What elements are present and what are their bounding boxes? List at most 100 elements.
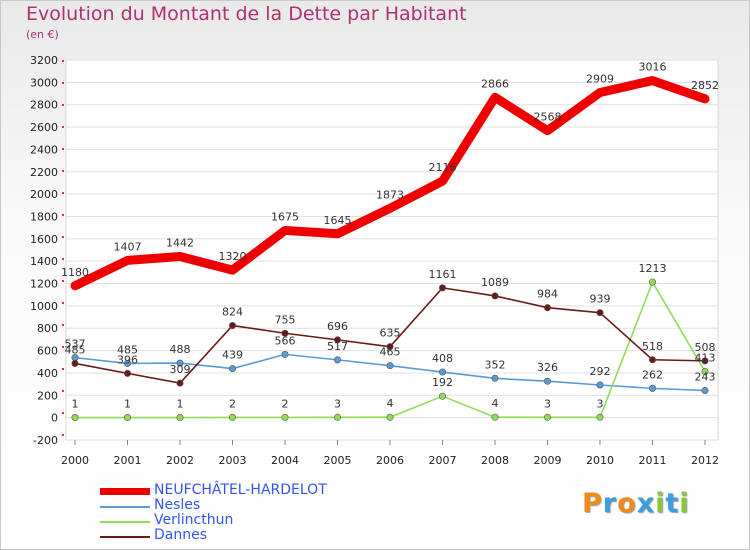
data-label-nesles: 439	[222, 349, 243, 362]
legend: NEUFCHÂTEL-HARDELOT Nesles Verlincthun D…	[100, 482, 420, 544]
data-label-dannes: 309	[170, 363, 191, 376]
y-tick-label: 3200	[30, 54, 58, 67]
y-tick-label: 2600	[30, 121, 58, 134]
x-tick-label: 2010	[586, 454, 614, 467]
data-point-nesles	[596, 381, 604, 389]
y-tick-label: 1800	[30, 210, 58, 223]
data-label-dannes: 696	[327, 320, 348, 333]
data-label-nesles: 243	[695, 370, 716, 383]
data-point-verlincthun	[124, 414, 132, 422]
data-label-verlincthun: 1	[177, 398, 184, 411]
data-label-nesles: 326	[537, 361, 558, 374]
data-point-dannes	[71, 359, 79, 367]
data-label-dannes: 984	[537, 288, 558, 301]
data-point-verlincthun	[491, 413, 499, 421]
data-point-neufchatel	[491, 93, 499, 102]
data-point-dannes	[596, 309, 604, 317]
legend-swatch-neufchatel	[100, 488, 150, 495]
data-label-dannes: 939	[590, 293, 611, 306]
x-tick-label: 2007	[429, 454, 457, 467]
data-point-nesles	[648, 384, 656, 392]
legend-label-neufchatel: NEUFCHÂTEL-HARDELOT	[154, 482, 327, 498]
x-tick-label: 2002	[166, 454, 194, 467]
data-point-nesles	[229, 365, 237, 373]
data-label-dannes: 1161	[429, 268, 457, 281]
data-label-nesles: 485	[117, 343, 138, 356]
data-point-dannes	[648, 356, 656, 364]
data-label-verlincthun: 3	[544, 397, 551, 410]
data-label-nesles: 262	[642, 368, 663, 381]
y-tick-label: -200	[33, 434, 58, 447]
x-tick-label: 2003	[219, 454, 247, 467]
data-label-nesles: 352	[485, 358, 506, 371]
x-tick-label: 2011	[639, 454, 667, 467]
data-label-nesles: 537	[65, 338, 86, 351]
data-label-nesles: 408	[432, 352, 453, 365]
data-label-neufchatel: 2866	[481, 77, 509, 90]
data-label-dannes: 755	[275, 313, 296, 326]
data-point-verlincthun	[229, 413, 237, 421]
x-tick-label: 2005	[324, 454, 352, 467]
data-label-verlincthun: 1213	[639, 262, 667, 275]
data-label-nesles: 566	[275, 334, 296, 347]
y-tick-label: 0	[51, 412, 58, 425]
data-point-nesles	[701, 386, 709, 394]
data-point-dannes	[229, 322, 237, 330]
x-tick-label: 2004	[271, 454, 299, 467]
data-label-nesles: 488	[170, 343, 191, 356]
data-label-neufchatel: 1320	[219, 250, 247, 263]
data-point-neufchatel	[228, 266, 237, 275]
data-point-verlincthun	[176, 414, 184, 422]
x-tick-label: 2006	[376, 454, 404, 467]
data-point-nesles	[176, 359, 184, 367]
data-point-dannes	[491, 292, 499, 300]
data-point-verlincthun	[701, 367, 709, 375]
data-label-neufchatel: 1675	[271, 210, 299, 223]
data-point-nesles	[386, 362, 394, 370]
y-tick-label: 400	[37, 367, 58, 380]
y-tick-label: 2200	[30, 166, 58, 179]
data-point-neufchatel	[596, 88, 604, 97]
data-label-verlincthun: 1	[72, 398, 79, 411]
data-point-nesles	[491, 374, 499, 382]
data-point-verlincthun	[596, 413, 604, 421]
legend-item-nesles: Nesles	[100, 497, 420, 514]
x-tick-label: 2008	[481, 454, 509, 467]
y-tick-label: 2000	[30, 188, 58, 201]
data-label-dannes: 485	[65, 343, 86, 356]
data-label-verlincthun: 2	[282, 397, 289, 410]
data-point-neufchatel	[176, 252, 184, 261]
y-tick-label: 1000	[30, 300, 58, 313]
y-tick-label: 1200	[30, 278, 58, 291]
data-label-neufchatel: 1873	[376, 188, 404, 201]
legend-label-dannes: Dannes	[154, 527, 208, 543]
data-point-verlincthun	[71, 414, 79, 422]
data-label-verlincthun: 1	[124, 398, 131, 411]
legend-item-neufchatel: NEUFCHÂTEL-HARDELOT	[100, 482, 420, 499]
legend-item-verlincthun: Verlincthun	[100, 512, 420, 529]
data-label-nesles: 517	[327, 340, 348, 353]
data-label-neufchatel: 1442	[166, 236, 194, 249]
data-point-verlincthun	[543, 413, 551, 421]
proxiti-logo: Proxiti	[582, 488, 690, 519]
legend-label-verlincthun: Verlincthun	[154, 512, 234, 528]
data-label-dannes: 824	[222, 306, 243, 319]
data-label-verlincthun: 413	[695, 351, 716, 364]
data-point-nesles	[281, 350, 289, 358]
data-label-verlincthun: 4	[387, 397, 394, 410]
data-label-verlincthun: 3	[334, 397, 341, 410]
y-tick-label: 2800	[30, 99, 58, 112]
data-label-verlincthun: 192	[432, 376, 453, 389]
y-tick-label: 800	[37, 322, 58, 335]
data-point-neufchatel	[281, 226, 289, 235]
legend-swatch-dannes	[100, 536, 150, 538]
legend-label-nesles: Nesles	[154, 497, 201, 513]
data-label-verlincthun: 3	[597, 397, 604, 410]
data-label-nesles: 292	[590, 365, 611, 378]
data-point-neufchatel	[333, 229, 342, 238]
legend-item-dannes: Dannes	[100, 527, 420, 544]
data-label-neufchatel: 1180	[61, 266, 89, 279]
data-label-neufchatel: 1645	[324, 214, 352, 227]
chart-subtitle: (en €)	[26, 28, 59, 41]
